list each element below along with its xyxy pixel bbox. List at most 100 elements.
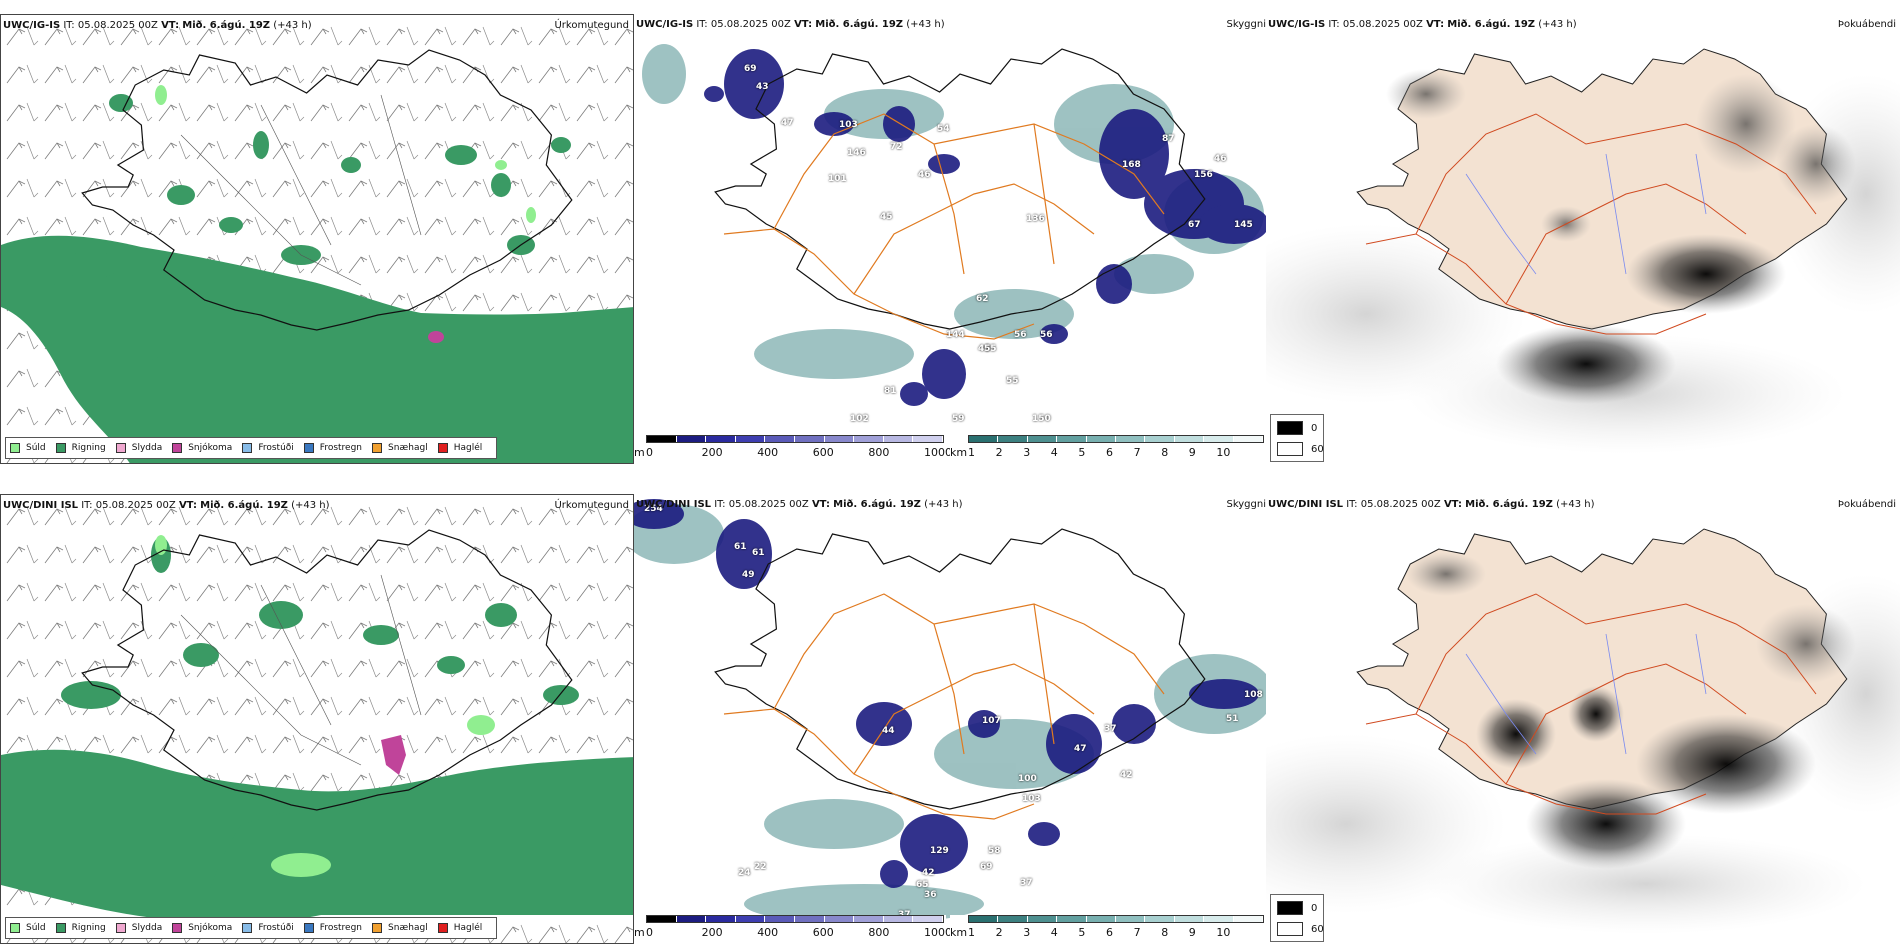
fog-legend-item: 60 (1277, 442, 1324, 456)
colorbar-segment (765, 436, 795, 442)
colorbar-segment (1145, 436, 1175, 442)
legend-swatch (437, 443, 448, 453)
panel-title: Skyggni (1226, 19, 1266, 30)
legend-swatch (303, 443, 314, 453)
cloudbase-value-label: 56 (1040, 330, 1053, 340)
colorbar-segment (1174, 436, 1205, 442)
colorbar-tick: 400 (757, 926, 779, 939)
legend-swatch (115, 923, 126, 933)
cloudbase-value-label: 46 (1214, 154, 1227, 164)
cloudbase-colorbar-top: m 0 200 400 600 800 1000 (634, 435, 952, 461)
colorbar-segment (1116, 436, 1146, 442)
cloudbase-value-label: 46 (918, 170, 931, 180)
colorbar-segment (998, 916, 1028, 922)
colorbar-segment (1233, 916, 1264, 922)
colorbar-tick: 3 (1023, 446, 1031, 459)
colorbar-segment (1027, 436, 1058, 442)
cloudbase-value-label: 156 (1194, 170, 1213, 180)
panel-title: Úrkomutegund (554, 500, 629, 511)
cloudbase-unit: m (634, 926, 645, 939)
colorbar-segment (824, 436, 855, 442)
colorbar-segment (1174, 916, 1205, 922)
colorbar-tick: 8 (1161, 926, 1169, 939)
colorbar-tick: 1 (968, 926, 975, 939)
cloudbase-value-label: 102 (850, 414, 869, 424)
panel-title: Þokuábendi (1837, 499, 1896, 510)
colorbar-tick: 8 (1161, 446, 1169, 459)
legend-swatch (55, 923, 66, 933)
colorbar-segment (913, 916, 943, 922)
colorbar-tick: 7 (1133, 926, 1141, 939)
precip-map-bottom (1, 495, 633, 943)
colorbar-tick: 7 (1133, 446, 1141, 459)
legend-swatch (303, 923, 314, 933)
cloudbase-value-label: 72 (890, 142, 903, 152)
fog-legend: 0 60 (1270, 414, 1324, 462)
legend-swatch (437, 923, 448, 933)
legend-swatch (10, 443, 20, 453)
visibility-map-bottom (634, 499, 1268, 924)
colorbar-segment (794, 436, 825, 442)
cloudbase-value-label: 69 (980, 862, 993, 872)
legend-swatch (55, 443, 66, 453)
cloudbase-value-label: 56 (1014, 330, 1027, 340)
visibility-colorbar-bottom: km 1 2 3 4 5 6 7 8 9 10 (950, 915, 1268, 941)
colorbar-segment (647, 436, 677, 442)
cloudbase-value-label: 51 (1226, 714, 1239, 724)
visibility-panel-bottom: UWC/DINI ISL IT: 05.08.2025 00Z VT: Mið.… (634, 494, 1268, 944)
legend-swatch (1277, 421, 1303, 435)
cloudbase-value-label: 150 (1032, 414, 1051, 424)
colorbar-tick: 2 (995, 446, 1003, 459)
colorbar-tick: 1000 (924, 926, 952, 939)
colorbar-tick: 400 (757, 446, 779, 459)
fog-legend-item: 0 (1277, 901, 1317, 915)
cloudbase-value-label: 103 (1022, 794, 1041, 804)
colorbar-segment (1145, 916, 1175, 922)
cloudbase-unit: m (634, 446, 645, 459)
legend-item-sleet: Slydda (115, 923, 162, 933)
legend-item-hail: Haglél (437, 923, 482, 933)
cloudbase-value-label: 146 (847, 148, 866, 158)
legend-item-freezing-rain: Frostregn (303, 443, 362, 453)
legend-item-snow: Snjókoma (172, 923, 232, 933)
colorbar-tick: 5 (1078, 446, 1086, 459)
cloudbase-value-label: 145 (1234, 220, 1253, 230)
colorbar-segment (676, 436, 707, 442)
colorbar-tick: 1 (968, 446, 975, 459)
cloudbase-strip (646, 915, 944, 923)
colorbar-tick: 4 (1050, 926, 1058, 939)
colorbar-segment (765, 916, 795, 922)
cloudbase-value-label: 101 (828, 174, 847, 184)
cloudbase-value-label: 45 (880, 212, 893, 222)
colorbar-tick: 0 (646, 446, 653, 459)
colorbar-segment (1086, 436, 1117, 442)
colorbar-tick: 1000 (924, 446, 952, 459)
cloudbase-value-label: 42 (1120, 770, 1133, 780)
legend-item-snow-pellets: Snæhagl (372, 443, 428, 453)
colorbar-segment (854, 916, 884, 922)
legend-swatch (1277, 922, 1303, 936)
cloudbase-value-label: 87 (1162, 134, 1175, 144)
colorbar-segment (676, 916, 707, 922)
colorbar-tick: 0 (646, 926, 653, 939)
cloudbase-value-label: 55 (984, 344, 997, 354)
cloudbase-value-label: 129 (930, 846, 949, 856)
panel-header: UWC/IG-IS IT: 05.08.2025 00Z VT: Mið. 6.… (1268, 19, 1577, 30)
colorbar-segment (854, 436, 884, 442)
colorbar-tick: 5 (1078, 926, 1086, 939)
legend-item-freezing-drizzle: Frostúði (242, 923, 294, 933)
panel-header: UWC/DINI ISL IT: 05.08.2025 00Z VT: Mið.… (1268, 499, 1595, 510)
legend-item-snow: Snjókoma (172, 443, 232, 453)
fog-legend-item: 60 (1277, 922, 1324, 936)
cloudbase-value-label: 62 (976, 294, 989, 304)
colorbar-tick: 800 (868, 446, 890, 459)
colorbar-tick: 800 (868, 926, 890, 939)
cloudbase-value-label: 103 (839, 120, 858, 130)
colorbar-tick: 6 (1106, 926, 1113, 939)
legend-item-drizzle: Súld (10, 923, 46, 933)
colorbar-segment (735, 916, 766, 922)
cloudbase-colorbar-bottom: m 0 200 400 600 800 1000 (634, 915, 952, 941)
cloudbase-value-label: 136 (1026, 214, 1045, 224)
cloudbase-value-label: 24 (738, 868, 751, 878)
legend-swatch (242, 443, 253, 453)
